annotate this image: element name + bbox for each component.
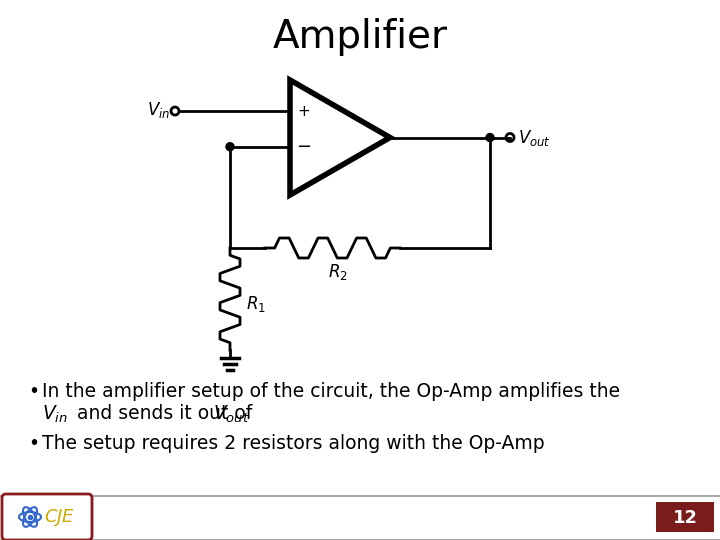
Text: $V_{in}$: $V_{in}$	[147, 100, 170, 120]
Text: •: •	[28, 434, 39, 453]
Circle shape	[486, 133, 494, 141]
Text: In the amplifier setup of the circuit, the Op-Amp amplifies the: In the amplifier setup of the circuit, t…	[42, 382, 620, 401]
FancyBboxPatch shape	[656, 502, 714, 532]
Text: $R_2$: $R_2$	[328, 262, 348, 282]
Text: $R_1$: $R_1$	[246, 294, 266, 314]
Text: $V_{out}$: $V_{out}$	[213, 404, 250, 426]
Text: $V_{in}$: $V_{in}$	[42, 404, 68, 426]
Text: +: +	[297, 104, 310, 119]
Text: $\mathit{CJE}$: $\mathit{CJE}$	[45, 507, 76, 528]
Text: Amplifier: Amplifier	[272, 18, 448, 56]
Text: •: •	[28, 382, 39, 401]
FancyBboxPatch shape	[2, 494, 92, 540]
Text: and sends it out of: and sends it out of	[71, 404, 258, 423]
Text: $V_{out}$: $V_{out}$	[518, 127, 551, 147]
Text: 12: 12	[672, 509, 698, 527]
Circle shape	[226, 143, 234, 151]
Text: The setup requires 2 resistors along with the Op-Amp: The setup requires 2 resistors along wit…	[42, 434, 544, 453]
Text: −: −	[297, 138, 312, 156]
